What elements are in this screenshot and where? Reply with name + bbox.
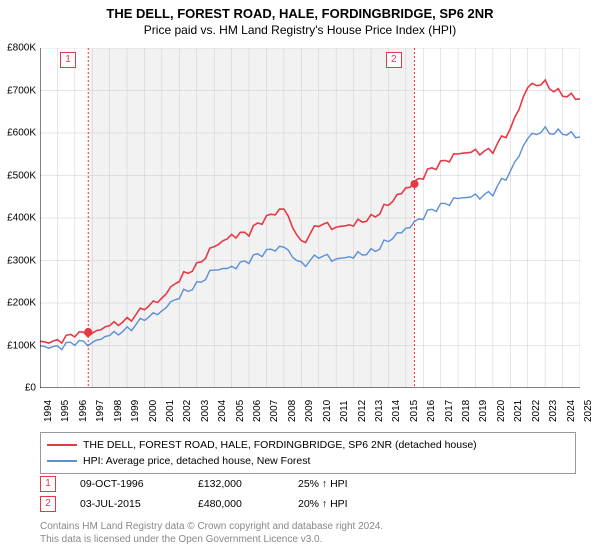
x-tick-label: 2011 bbox=[339, 400, 350, 422]
sale-price: £480,000 bbox=[198, 498, 298, 510]
x-tick-label: 2004 bbox=[217, 400, 228, 422]
legend-label: HPI: Average price, detached house, New … bbox=[83, 455, 310, 467]
legend: THE DELL, FOREST ROAD, HALE, FORDINGBRID… bbox=[40, 432, 576, 474]
x-tick-label: 2016 bbox=[426, 400, 437, 422]
x-tick-label: 1998 bbox=[113, 400, 124, 422]
y-tick-label: £300K bbox=[0, 255, 36, 266]
x-tick-label: 1996 bbox=[78, 400, 89, 422]
x-tick-label: 2020 bbox=[496, 400, 507, 422]
x-tick-label: 1995 bbox=[60, 400, 71, 422]
chart-svg bbox=[40, 48, 580, 388]
title-main: THE DELL, FOREST ROAD, HALE, FORDINGBRID… bbox=[0, 6, 600, 21]
sale-date: 03-JUL-2015 bbox=[80, 498, 198, 510]
x-tick-label: 2012 bbox=[357, 400, 368, 422]
title-block: THE DELL, FOREST ROAD, HALE, FORDINGBRID… bbox=[0, 0, 600, 37]
x-tick-label: 2019 bbox=[478, 400, 489, 422]
x-tick-label: 2001 bbox=[165, 400, 176, 422]
x-tick-label: 2021 bbox=[513, 400, 524, 422]
sale-date: 09-OCT-1996 bbox=[80, 478, 198, 490]
sale-marker-2: 2 bbox=[386, 52, 402, 68]
footer-attribution: Contains HM Land Registry data © Crown c… bbox=[40, 520, 383, 546]
x-tick-label: 2007 bbox=[269, 400, 280, 422]
sale-price: £132,000 bbox=[198, 478, 298, 490]
legend-label: THE DELL, FOREST ROAD, HALE, FORDINGBRID… bbox=[83, 439, 477, 451]
x-tick-label: 2025 bbox=[583, 400, 594, 422]
x-tick-label: 2018 bbox=[461, 400, 472, 422]
x-tick-label: 1994 bbox=[43, 400, 54, 422]
y-tick-label: £200K bbox=[0, 298, 36, 309]
y-tick-label: £800K bbox=[0, 43, 36, 54]
x-tick-label: 2017 bbox=[444, 400, 455, 422]
y-tick-label: £500K bbox=[0, 170, 36, 181]
x-tick-label: 2024 bbox=[566, 400, 577, 422]
title-sub: Price paid vs. HM Land Registry's House … bbox=[0, 23, 600, 37]
sale-row-marker: 2 bbox=[40, 496, 56, 512]
x-tick-label: 2010 bbox=[322, 400, 333, 422]
x-tick-label: 2002 bbox=[182, 400, 193, 422]
x-tick-label: 2000 bbox=[148, 400, 159, 422]
y-tick-label: £0 bbox=[0, 383, 36, 394]
x-tick-label: 2006 bbox=[252, 400, 263, 422]
x-tick-label: 2015 bbox=[409, 400, 420, 422]
sale-row-marker: 1 bbox=[40, 476, 56, 492]
legend-row: HPI: Average price, detached house, New … bbox=[47, 453, 569, 469]
legend-row: THE DELL, FOREST ROAD, HALE, FORDINGBRID… bbox=[47, 437, 569, 453]
x-tick-label: 2013 bbox=[374, 400, 385, 422]
y-tick-label: £600K bbox=[0, 128, 36, 139]
x-axis-labels: 1994 1995 1996 1997 1998 1999 2000 2001 2002 2003… bbox=[40, 392, 580, 428]
x-tick-label: 1999 bbox=[130, 400, 141, 422]
x-tick-label: 1997 bbox=[95, 400, 106, 422]
y-tick-label: £100K bbox=[0, 340, 36, 351]
x-tick-label: 2003 bbox=[200, 400, 211, 422]
sale-row: 2 03-JUL-2015£480,00020% ↑ HPI bbox=[40, 494, 398, 514]
sale-row: 1 09-OCT-1996£132,00025% ↑ HPI bbox=[40, 474, 398, 494]
chart-container: THE DELL, FOREST ROAD, HALE, FORDINGBRID… bbox=[0, 0, 600, 560]
sale-marker-1: 1 bbox=[60, 52, 76, 68]
footer-line-2: This data is licensed under the Open Gov… bbox=[40, 533, 383, 546]
x-tick-label: 2008 bbox=[287, 400, 298, 422]
footer-line-1: Contains HM Land Registry data © Crown c… bbox=[40, 520, 383, 533]
x-tick-label: 2005 bbox=[235, 400, 246, 422]
x-tick-label: 2022 bbox=[531, 400, 542, 422]
legend-swatch bbox=[47, 444, 77, 446]
sale-hpi: 25% ↑ HPI bbox=[298, 478, 398, 490]
x-tick-label: 2009 bbox=[304, 400, 315, 422]
x-tick-label: 2014 bbox=[391, 400, 402, 422]
y-tick-label: £400K bbox=[0, 213, 36, 224]
y-tick-label: £700K bbox=[0, 85, 36, 96]
sale-hpi: 20% ↑ HPI bbox=[298, 498, 398, 510]
sales-table: 1 09-OCT-1996£132,00025% ↑ HPI 2 03-JUL-201… bbox=[40, 474, 398, 514]
x-tick-label: 2023 bbox=[548, 400, 559, 422]
legend-swatch bbox=[47, 460, 77, 462]
